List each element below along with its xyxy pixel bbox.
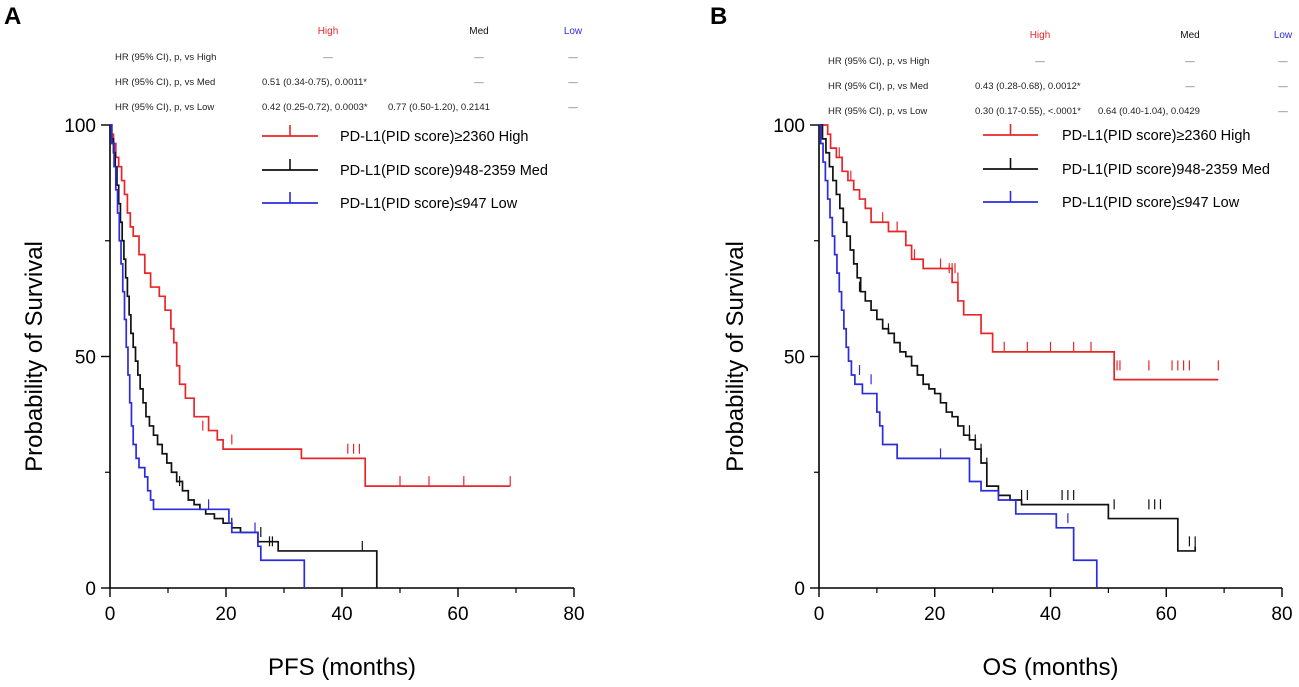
series-high: PD-L1(PID score)≥2360 High <box>819 124 1250 381</box>
hr-table-header: High <box>318 26 339 37</box>
hr-table-cell: — <box>1035 56 1045 67</box>
x-tick-label: 40 <box>331 604 352 625</box>
panel-label: B <box>710 3 727 30</box>
y-tick-label: 0 <box>85 579 96 600</box>
legend-label: PD-L1(PID score)≤947 Low <box>1062 195 1240 211</box>
x-axis-title: PFS (months) <box>268 654 416 681</box>
hr-table-header: Low <box>564 26 583 37</box>
hr-table-cell: 0.64 (0.40-1.04), 0.0429 <box>1098 106 1200 117</box>
y-tick-label: 0 <box>794 579 805 600</box>
survival-curve <box>110 124 511 487</box>
legend-label: PD-L1(PID score)≤947 Low <box>340 196 518 212</box>
hr-table-cell: — <box>1278 106 1288 117</box>
hr-table-cell: 0.30 (0.17-0.55), <.0001* <box>975 106 1081 117</box>
legend-label: PD-L1(PID score)948-2359 Med <box>340 163 548 179</box>
hr-table-row-label: HR (95% CI), p, vs High <box>828 56 929 67</box>
y-tick-label: 100 <box>64 116 96 137</box>
hr-table-cell: — <box>568 52 578 63</box>
x-tick-label: 0 <box>814 604 825 625</box>
series-med: PD-L1(PID score)948-2359 Med <box>819 124 1270 552</box>
y-axis-title: Probability of Survival <box>21 241 48 472</box>
hr-table-header: High <box>1030 30 1051 41</box>
y-tick-label: 50 <box>75 348 96 369</box>
hr-table-cell: — <box>474 77 484 88</box>
hr-table-cell: — <box>1185 81 1195 92</box>
legend-label: PD-L1(PID score)≥2360 High <box>340 129 528 145</box>
x-tick-label: 20 <box>215 604 236 625</box>
hr-table-row-label: HR (95% CI), p, vs High <box>115 52 216 63</box>
hr-table-row-label: HR (95% CI), p, vs Low <box>828 106 927 117</box>
panel-b: B High Med Low HR (95% CI), p, vs High — — — HR … <box>710 3 1293 681</box>
y-tick-label: 100 <box>773 116 805 137</box>
x-tick-label: 60 <box>1156 604 1177 625</box>
y-tick-label: 50 <box>784 348 805 369</box>
hr-table-cell: 0.51 (0.34-0.75), 0.0011* <box>262 77 367 88</box>
hr-table-header: Med <box>469 26 488 37</box>
x-tick-label: 80 <box>1271 604 1292 625</box>
survival-curve <box>819 124 1197 552</box>
legend-label: PD-L1(PID score)≥2360 High <box>1062 128 1250 144</box>
hr-table-cell: — <box>568 77 578 88</box>
y-axis-title: Probability of Survival <box>722 241 749 472</box>
survival-curve <box>110 124 378 588</box>
series-low: PD-L1(PID score)≤947 Low <box>819 124 1240 588</box>
hr-table-cell: — <box>474 52 484 63</box>
x-tick-label: 20 <box>924 604 945 625</box>
x-axis-title: OS (months) <box>982 654 1118 681</box>
hr-table-row-label: HR (95% CI), p, vs Med <box>828 81 928 92</box>
panel-a: A High Med Low HR (95% CI), p, vs High — — — HR … <box>4 3 585 681</box>
survival-curve <box>110 124 306 588</box>
hr-table-row-label: HR (95% CI), p, vs Med <box>115 77 215 88</box>
series-low: PD-L1(PID score)≤947 Low <box>110 124 518 588</box>
series-med: PD-L1(PID score)948-2359 Med <box>110 124 548 588</box>
legend-label: PD-L1(PID score)948-2359 Med <box>1062 162 1270 178</box>
series-high: PD-L1(PID score)≥2360 High <box>110 124 528 487</box>
hr-table-header: Med <box>1180 30 1199 41</box>
x-tick-label: 60 <box>447 604 468 625</box>
hr-table-row-label: HR (95% CI), p, vs Low <box>115 102 214 113</box>
hr-table-cell: 0.43 (0.28-0.68), 0.0012* <box>975 81 1081 92</box>
hr-table-header: Low <box>1274 30 1293 41</box>
hr-table-cell: — <box>568 102 578 113</box>
x-tick-label: 40 <box>1040 604 1061 625</box>
hr-table-cell: — <box>1278 81 1288 92</box>
hr-table-cell: — <box>1278 56 1288 67</box>
hr-table-cell: 0.42 (0.25-0.72), 0.0003* <box>262 102 368 113</box>
x-tick-label: 80 <box>563 604 584 625</box>
x-tick-label: 0 <box>105 604 116 625</box>
hr-table-cell: — <box>323 52 333 63</box>
hr-table-cell: 0.77 (0.50-1.20), 0.2141 <box>388 102 490 113</box>
panel-label: A <box>4 3 21 30</box>
hr-table-cell: — <box>1185 56 1195 67</box>
survival-curve <box>819 124 1098 588</box>
